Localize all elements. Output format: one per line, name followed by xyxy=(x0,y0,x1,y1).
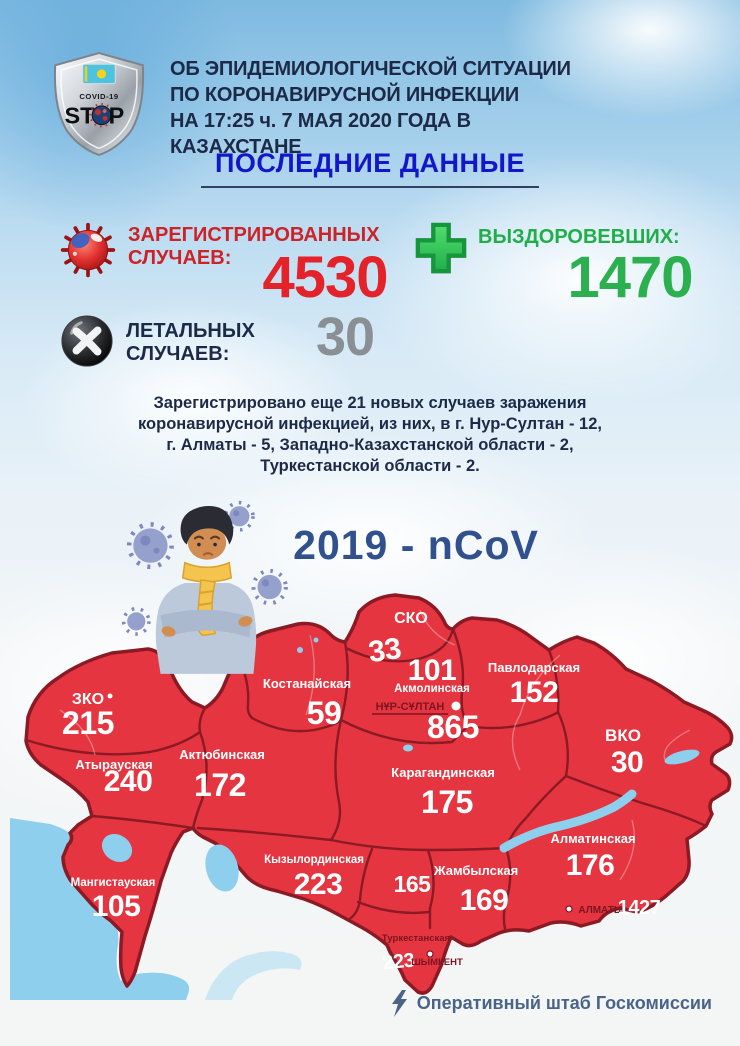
latest-data-heading: ПОСЛЕДНИЕ ДАННЫЕ xyxy=(200,148,539,188)
lake-zaysan xyxy=(664,749,700,765)
region-value-karaganda: 175 xyxy=(421,784,473,820)
small-lake xyxy=(313,637,319,643)
registered-label: ЗАРЕГИСТРИРОВАННЫХ СЛУЧАЕВ: xyxy=(128,224,380,270)
mangystau-bay xyxy=(101,833,133,863)
country-outline xyxy=(24,593,734,995)
logo-stop-text-right: P xyxy=(109,102,125,128)
rivers xyxy=(59,609,691,881)
region-value-aktobe: 172 xyxy=(194,767,246,803)
kara-bogaz-bay xyxy=(205,951,302,1000)
region-labels: СКО 33 101 Акмолинская Костанайская 59 П… xyxy=(62,610,644,975)
footer: Оперативный штаб Госкомиссии xyxy=(391,990,712,1017)
sick-person-illustration xyxy=(120,490,294,684)
stop-covid-shield-logo: COVID-19 ST P xyxy=(46,50,152,158)
region-name-kyzylorda: Кызылординская xyxy=(264,854,364,866)
region-value-turkestan: 223 xyxy=(381,949,415,974)
region-name-kostanay: Костанайская xyxy=(263,676,351,691)
region-name-aktobe: Актюбинская xyxy=(179,747,265,762)
logo-covid-text: COVID-19 xyxy=(79,92,118,101)
virus-name-title: 2019 - nCoV xyxy=(293,522,539,568)
deaths-label: ЛЕТАЛЬНЫХ СЛУЧАЕВ: xyxy=(126,320,255,366)
zko-city-dot xyxy=(107,693,113,699)
city-value-shymkent: 165 xyxy=(394,871,432,897)
region-name-mangystau: Мангистауская xyxy=(71,877,156,889)
lake-tengiz xyxy=(403,744,413,752)
city-value-almaty: 1427 xyxy=(618,897,661,919)
recovered-value: 1470 xyxy=(567,245,693,310)
region-name-pavlodar: Павлодарская xyxy=(488,660,580,675)
city-value-nur-sultan: 865 xyxy=(427,709,479,745)
region-value-atyrau: 240 xyxy=(104,765,153,798)
person-body xyxy=(155,506,257,674)
almaty-dot xyxy=(565,905,573,913)
registered-label-line2: СЛУЧАЕВ: xyxy=(128,247,232,269)
shield-icon: COVID-19 ST P xyxy=(53,51,145,157)
region-name-atyrau: Атырауская xyxy=(75,757,152,772)
city-name-shymkent: ШЫМКЕНТ xyxy=(411,957,463,968)
region-value-kyzylorda: 223 xyxy=(294,868,343,901)
city-name-nur-sultan: НҰР-СҰЛТАН xyxy=(376,701,445,713)
region-name-zhambyl: Жамбылская xyxy=(433,863,518,878)
nur-sultan-dot xyxy=(451,701,461,711)
region-borders xyxy=(24,627,708,931)
recovered-label: ВЫЗДОРОВЕВШИХ: xyxy=(478,226,680,248)
region-value-vko: 30 xyxy=(611,746,643,779)
footer-label: Оперативный штаб Госкомиссии xyxy=(416,993,712,1013)
subtitle-wrap: ПОСЛЕДНИЕ ДАННЫЕ xyxy=(0,148,740,188)
title-line-2: ПО КОРОНАВИРУСНОЙ ИНФЕКЦИИ xyxy=(170,84,520,106)
small-lake xyxy=(297,647,303,653)
virus-particles-icon xyxy=(121,500,288,636)
region-name-vko: ВКО xyxy=(605,726,641,745)
registered-value: 4530 xyxy=(262,245,388,310)
shymkent-dot xyxy=(426,950,434,958)
news-line-4: Туркестанской области - 2. xyxy=(260,457,480,475)
deaths-label-line1: ЛЕТАЛЬНЫХ xyxy=(126,320,255,342)
region-name-sko: СКО xyxy=(394,610,428,627)
deaths-value: 30 xyxy=(315,307,375,367)
region-value-zko: 215 xyxy=(62,705,114,741)
region-value-kostanay: 59 xyxy=(307,695,342,731)
logo-stop-text-left: ST xyxy=(64,102,95,128)
death-icon xyxy=(60,314,114,373)
city-labels: НҰР-СҰЛТАН 865 АЛМАТЫ 1427 165 ШЫМКЕНТ xyxy=(372,701,661,968)
kazakhstan-flag-icon xyxy=(82,63,116,85)
city-name-almaty: АЛМАТЫ xyxy=(578,905,624,916)
news-line-2: коронавирусной инфекцией, из них, в г. Н… xyxy=(138,415,602,433)
registered-label-line1: ЗАРЕГИСТРИРОВАННЫХ xyxy=(128,224,380,246)
region-value-mangystau: 105 xyxy=(92,890,141,923)
region-name-turkestan: Туркестанская xyxy=(382,933,450,944)
title-line-1: ОБ ЭПИДЕМИОЛОГИЧЕСКОЙ СИТУАЦИИ xyxy=(170,58,571,80)
region-name-almaty-obl: Алматинская xyxy=(550,831,635,846)
title-line-3: НА 17:25 ч. 7 МАЯ 2020 ГОДА В КАЗАХСТАНЕ xyxy=(170,110,471,158)
news-line-1: Зарегистрировано еще 21 новых случаев за… xyxy=(153,394,587,412)
page-title: ОБ ЭПИДЕМИОЛОГИЧЕСКОЙ СИТУАЦИИ ПО КОРОНА… xyxy=(170,56,590,160)
cloud xyxy=(360,150,740,410)
region-value-pavlodar: 152 xyxy=(510,676,559,709)
plus-icon xyxy=(414,221,468,280)
virus-o-icon xyxy=(89,102,114,128)
lake-balkhash xyxy=(499,789,637,853)
region-value-sko: 33 xyxy=(366,632,403,669)
virus-icon xyxy=(58,220,118,285)
region-value-akmola: 101 xyxy=(408,654,457,687)
news-paragraph: Зарегистрировано еще 21 новых случаев за… xyxy=(0,393,740,477)
region-name-zko: ЗКО xyxy=(72,691,104,708)
deaths-label-line2: СЛУЧАЕВ: xyxy=(126,343,230,365)
aral-sea xyxy=(205,844,239,892)
news-line-3: г. Алматы - 5, Западно-Казахстанской обл… xyxy=(166,436,574,454)
lakes xyxy=(101,637,700,892)
region-name-karaganda: Карагандинская xyxy=(391,765,495,780)
kazakhstan-map: СКО 33 101 Акмолинская Костанайская 59 П… xyxy=(10,593,734,1000)
region-value-almaty-obl: 176 xyxy=(566,849,615,882)
region-name-akmola: Акмолинская xyxy=(394,683,470,695)
lightning-icon xyxy=(391,990,407,1017)
region-value-zhambyl: 169 xyxy=(460,884,509,917)
